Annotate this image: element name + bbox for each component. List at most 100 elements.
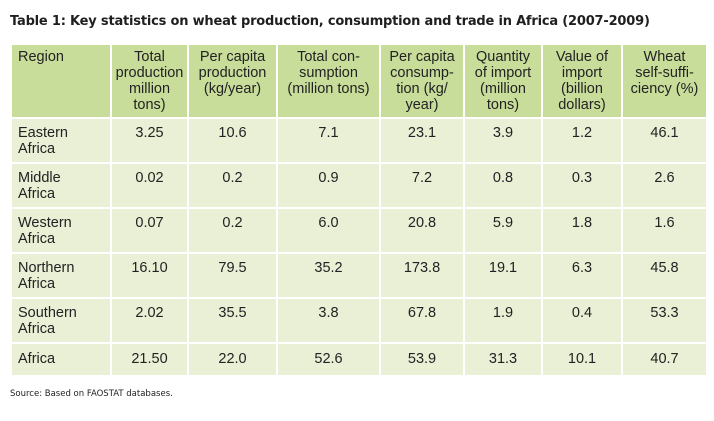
value-cell: 7.2 [379, 162, 465, 209]
value-cell: 0.9 [276, 162, 381, 209]
region-line: Africa [18, 141, 56, 157]
value-cell: 0.4 [541, 297, 623, 344]
value-cell: 45.8 [621, 252, 708, 299]
value-cell: 31.3 [463, 342, 543, 377]
region-cell: Middle Africa [10, 162, 112, 209]
region-cell: Western Africa [10, 207, 112, 254]
value-cell: 35.5 [187, 297, 278, 344]
value-cell: 21.50 [110, 342, 189, 377]
column-header-line: Value of [555, 49, 609, 65]
column-header-line: Per capita [199, 49, 266, 65]
region-line: Africa [18, 321, 56, 337]
column-header-per-capita-consumption: Per capita consump- tion (kg/ year) [379, 43, 465, 119]
table-row: Eastern Africa 3.25 10.6 7.1 23.1 3.9 1.… [10, 117, 708, 164]
column-header-line: Wheat [643, 49, 686, 65]
value-cell: 67.8 [379, 297, 465, 344]
region-line: Africa [18, 231, 56, 247]
column-header-quantity-of-import: Quantity of import (million tons) [463, 43, 543, 119]
column-header-line: tons) [486, 97, 520, 113]
column-header-line: tons) [133, 97, 166, 113]
column-header-line: tion (kg/ [396, 81, 448, 97]
column-header-per-capita-production: Per capita production (kg/year) [187, 43, 278, 119]
value-cell: 0.3 [541, 162, 623, 209]
region-line: Western [18, 215, 72, 231]
table-title: Table 1: Key statistics on wheat product… [10, 14, 650, 29]
table-row-total: Africa 21.50 22.0 52.6 53.9 31.3 10.1 40… [10, 342, 708, 377]
value-cell: 0.02 [110, 162, 189, 209]
region-line: Middle [18, 170, 61, 186]
value-cell: 79.5 [187, 252, 278, 299]
value-cell: 10.6 [187, 117, 278, 164]
column-header-line: Quantity [476, 49, 530, 65]
column-header-line: self-suffi- [635, 65, 694, 81]
statistics-table: Region Total production million tons) Pe… [10, 43, 708, 377]
value-cell: 20.8 [379, 207, 465, 254]
region-line: Southern [18, 305, 77, 321]
value-cell: 0.07 [110, 207, 189, 254]
value-cell: 19.1 [463, 252, 543, 299]
column-header-line: ciency (%) [630, 81, 699, 97]
table-row: Southern Africa 2.02 35.5 3.8 67.8 1.9 0… [10, 297, 708, 344]
column-header-region: Region [10, 43, 112, 119]
value-cell: 1.9 [463, 297, 543, 344]
region-line: Africa [18, 186, 56, 202]
column-header-line: production [115, 65, 184, 81]
value-cell: 1.6 [621, 207, 708, 254]
column-header-wheat-self-sufficiency: Wheat self-suffi- ciency (%) [621, 43, 708, 119]
value-cell: 52.6 [276, 342, 381, 377]
column-header-line: Region [18, 49, 64, 65]
value-cell: 1.8 [541, 207, 623, 254]
value-cell: 173.8 [379, 252, 465, 299]
column-header-total-consumption: Total con- sumption (million tons) [276, 43, 381, 119]
value-cell: 6.0 [276, 207, 381, 254]
column-header-line: of import [474, 65, 532, 81]
value-cell: 40.7 [621, 342, 708, 377]
value-cell: 3.8 [276, 297, 381, 344]
column-header-line: production [198, 65, 267, 81]
column-header-line: year) [405, 97, 439, 113]
value-cell: 23.1 [379, 117, 465, 164]
value-cell: 53.9 [379, 342, 465, 377]
value-cell: 16.10 [110, 252, 189, 299]
value-cell: 3.25 [110, 117, 189, 164]
value-cell: 53.3 [621, 297, 708, 344]
value-cell: 0.2 [187, 207, 278, 254]
table-row: Western Africa 0.07 0.2 6.0 20.8 5.9 1.8… [10, 207, 708, 254]
table-row: Northern Africa 16.10 79.5 35.2 173.8 19… [10, 252, 708, 299]
region-cell: Eastern Africa [10, 117, 112, 164]
column-header-line: (kg/year) [203, 81, 262, 97]
value-cell: 0.8 [463, 162, 543, 209]
column-header-line: dollars) [558, 97, 606, 113]
value-cell: 35.2 [276, 252, 381, 299]
column-header-line: consump- [390, 65, 454, 81]
source-note: Source: Based on FAOSTAT databases. [10, 389, 173, 399]
header-row: Region Total production million tons) Pe… [10, 43, 708, 119]
column-header-total-production: Total production million tons) [110, 43, 189, 119]
column-header-line: sumption [299, 65, 358, 81]
value-cell: 3.9 [463, 117, 543, 164]
value-cell: 2.6 [621, 162, 708, 209]
value-cell: 10.1 [541, 342, 623, 377]
region-cell: Northern Africa [10, 252, 112, 299]
column-header-line: Per capita [389, 49, 455, 65]
value-cell: 2.02 [110, 297, 189, 344]
column-header-line: Total [134, 49, 165, 65]
value-cell: 6.3 [541, 252, 623, 299]
value-cell: 1.2 [541, 117, 623, 164]
column-header-line: million [128, 81, 171, 97]
value-cell: 5.9 [463, 207, 543, 254]
region-line: Northern [18, 260, 75, 276]
column-header-line: Total con- [297, 49, 360, 65]
region-line: Eastern [18, 125, 68, 141]
region-cell: Southern Africa [10, 297, 112, 344]
column-header-line: (million tons) [287, 81, 370, 97]
value-cell: 7.1 [276, 117, 381, 164]
value-cell: 0.2 [187, 162, 278, 209]
column-header-value-of-import: Value of import (billion dollars) [541, 43, 623, 119]
table-row: Middle Africa 0.02 0.2 0.9 7.2 0.8 0.3 2… [10, 162, 708, 209]
value-cell: 22.0 [187, 342, 278, 377]
column-header-line: (million [480, 81, 526, 97]
column-header-line: import [561, 65, 603, 81]
column-header-line: (billion [561, 81, 603, 97]
region-line: Africa [18, 351, 56, 367]
